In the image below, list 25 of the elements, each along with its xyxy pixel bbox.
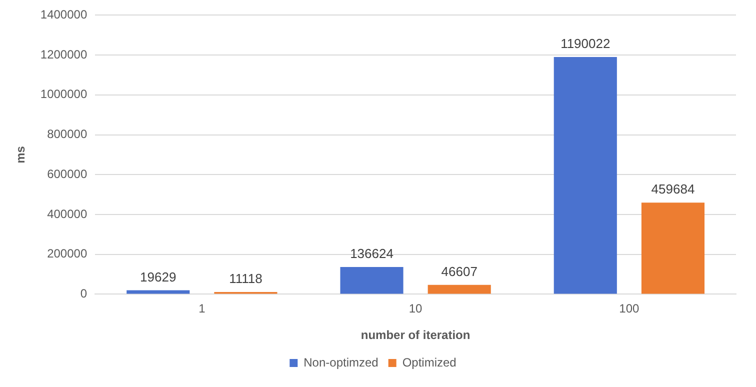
bar bbox=[641, 202, 705, 294]
y-tick-label: 800000 bbox=[47, 127, 88, 142]
y-tick-label: 1400000 bbox=[40, 8, 88, 22]
bar bbox=[340, 266, 404, 294]
x-tick-label: 1 bbox=[198, 302, 206, 316]
bar bbox=[428, 284, 491, 294]
data-label: 11118 bbox=[229, 271, 262, 286]
data-label: 1190022 bbox=[560, 36, 610, 52]
data-label: 459684 bbox=[651, 182, 695, 197]
y-tick-label: 600000 bbox=[47, 166, 88, 181]
legend-label: Non-optimzed bbox=[304, 355, 378, 370]
data-label: 136624 bbox=[350, 246, 394, 262]
x-axis-title: number of iteration bbox=[360, 328, 470, 342]
bar bbox=[554, 57, 617, 294]
y-axis-title: ms bbox=[14, 146, 28, 164]
data-label: 46607 bbox=[441, 264, 478, 279]
y-tick-label: 400000 bbox=[47, 206, 88, 221]
y-tick-label: 200000 bbox=[47, 246, 88, 261]
y-tick-label: 0 bbox=[80, 286, 88, 301]
x-tick-label: 100 bbox=[619, 302, 640, 316]
x-tick-label: 10 bbox=[408, 302, 423, 316]
y-tick-label: 1200000 bbox=[40, 47, 88, 62]
y-tick-label: 1000000 bbox=[40, 87, 88, 102]
data-label: 19629 bbox=[140, 269, 176, 284]
legend-label: Optimized bbox=[402, 355, 456, 370]
